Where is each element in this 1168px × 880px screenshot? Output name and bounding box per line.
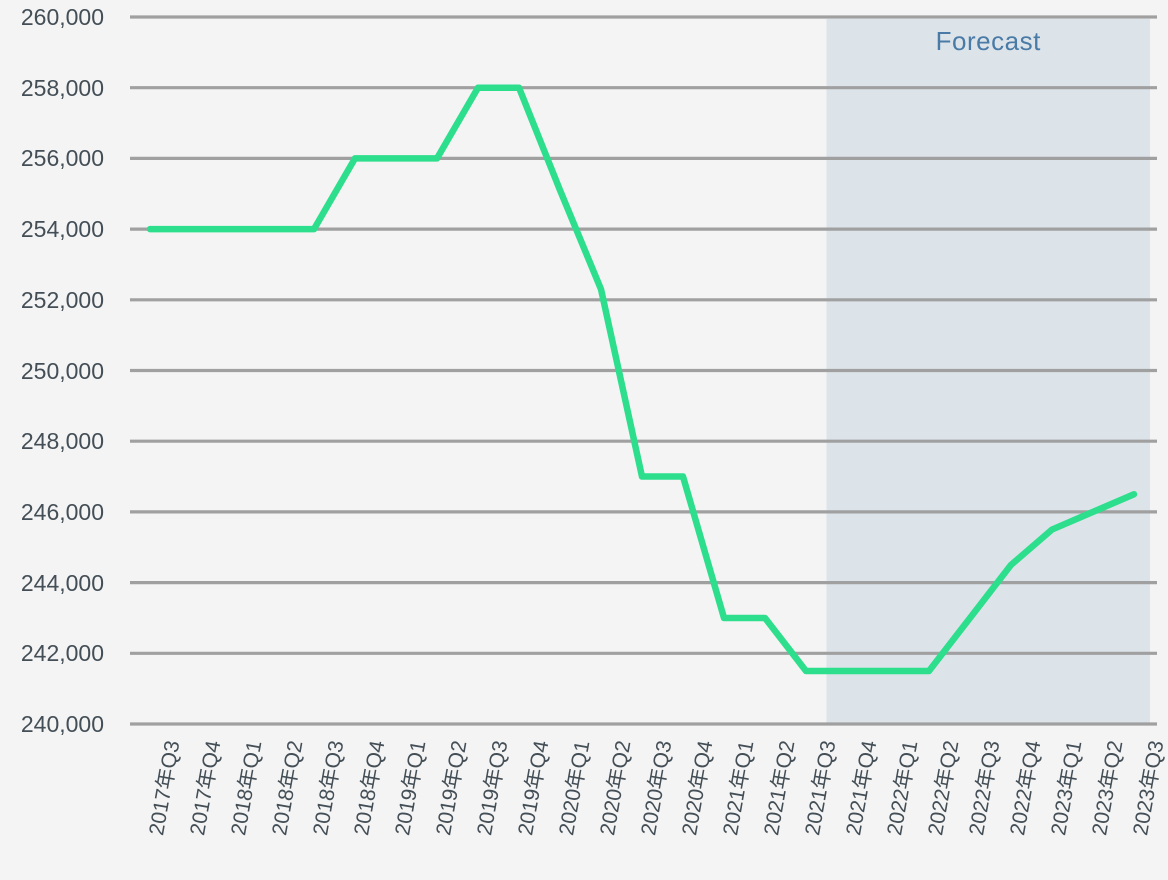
y-tick-label: 260,000 xyxy=(20,4,104,30)
y-tick-label: 256,000 xyxy=(20,145,104,172)
y-tick-label: 246,000 xyxy=(20,498,104,525)
y-tick-label: 252,000 xyxy=(20,286,104,313)
y-tick-label: 244,000 xyxy=(20,569,104,596)
series-line xyxy=(146,84,1138,675)
y-tick-label: 258,000 xyxy=(20,74,104,101)
forecast-label: Forecast xyxy=(935,26,1041,56)
y-tick-label: 242,000 xyxy=(20,640,104,667)
y-tick-label: 240,000 xyxy=(20,711,104,737)
y-tick-label: 254,000 xyxy=(20,216,104,243)
y-tick-label: 248,000 xyxy=(20,428,104,455)
y-tick-label: 250,000 xyxy=(20,357,104,384)
